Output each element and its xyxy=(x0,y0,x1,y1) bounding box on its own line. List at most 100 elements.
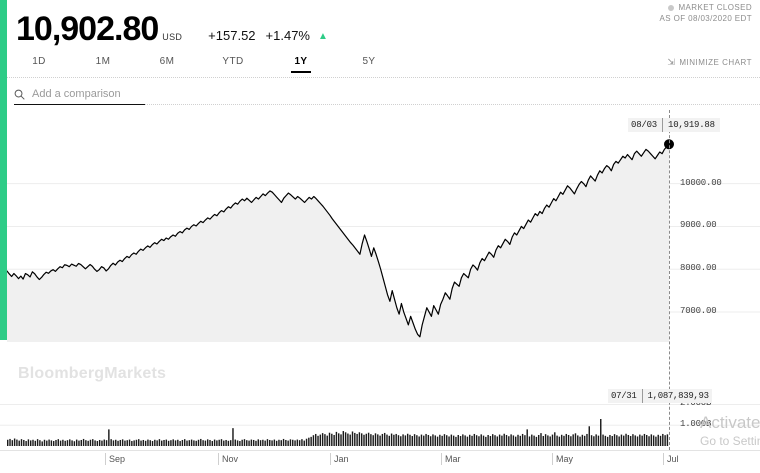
volume-bar xyxy=(613,434,616,446)
volume-bar xyxy=(273,439,276,446)
volume-bar xyxy=(416,435,418,446)
volume-bar xyxy=(34,440,37,446)
tabs-divider xyxy=(7,77,760,78)
volume-gridlines xyxy=(0,403,760,426)
volume-bar xyxy=(18,440,20,446)
volume-bar xyxy=(234,439,236,446)
volume-bar xyxy=(305,438,308,446)
volume-bar xyxy=(204,440,207,446)
tab-1m[interactable]: 1M xyxy=(95,56,111,67)
volume-chart-svg[interactable] xyxy=(0,388,760,450)
volume-bar xyxy=(147,439,149,446)
volume-bar xyxy=(225,439,227,446)
volume-bar xyxy=(183,439,186,446)
volume-bar xyxy=(172,439,174,446)
triangle-up-icon: ▲ xyxy=(317,31,328,42)
volume-bars xyxy=(7,419,669,446)
volume-bar xyxy=(606,436,609,446)
volume-bar xyxy=(342,431,345,446)
price-chart-panel[interactable] xyxy=(0,110,760,360)
volume-bar xyxy=(55,439,57,446)
price-tooltip-date: 08/03 xyxy=(631,120,658,130)
volume-bar xyxy=(397,435,400,446)
volume-bar xyxy=(583,435,586,446)
range-tabs-row: 1D 1M 6M YTD 1Y 5Y ⇲ MINIMIZE CHART xyxy=(7,54,760,78)
minimize-chart-button[interactable]: ⇲ MINIMIZE CHART xyxy=(667,58,752,68)
volume-bar xyxy=(218,439,220,446)
volume-bar xyxy=(27,439,30,446)
volume-bar xyxy=(105,440,108,446)
volume-bar xyxy=(643,433,646,446)
add-comparison-input[interactable] xyxy=(32,88,212,100)
volume-bar xyxy=(521,433,524,446)
volume-bar xyxy=(156,440,158,446)
volume-bar xyxy=(209,439,211,446)
price-line xyxy=(6,143,670,338)
volume-bar xyxy=(115,439,117,446)
tab-5y[interactable]: 5Y xyxy=(362,56,376,67)
volume-bar xyxy=(418,436,420,446)
volume-bar xyxy=(570,436,572,446)
volume-bar xyxy=(632,434,634,446)
volume-bar xyxy=(432,434,434,446)
price-chart-svg[interactable] xyxy=(0,110,760,360)
volume-bar xyxy=(377,434,379,446)
volume-bar xyxy=(266,439,269,446)
volume-bar xyxy=(662,433,664,446)
price-tooltip: 08/03 10,919.88 xyxy=(628,118,720,132)
volume-bar xyxy=(151,441,154,446)
volume-bar xyxy=(620,434,623,446)
volume-bar xyxy=(128,439,131,446)
volume-bar xyxy=(514,436,517,446)
volume-bar xyxy=(512,435,515,446)
volume-bar xyxy=(646,434,648,446)
volume-bar xyxy=(20,439,23,446)
volume-bar xyxy=(406,433,409,446)
volume-bar xyxy=(360,433,363,446)
tab-6m[interactable]: 6M xyxy=(159,56,175,67)
volume-bar xyxy=(517,434,519,446)
price-tooltip-separator xyxy=(662,118,664,132)
volume-bar xyxy=(611,436,613,446)
volume-bar xyxy=(374,433,377,446)
volume-y-tick-1: 1.000B xyxy=(680,419,712,430)
volume-bar xyxy=(629,436,632,446)
volume-bar xyxy=(655,436,657,446)
tab-1y[interactable]: 1Y xyxy=(279,54,323,73)
volume-bar xyxy=(609,434,611,446)
volume-bar xyxy=(271,440,273,446)
volume-bar xyxy=(542,436,545,446)
volume-bar xyxy=(395,433,397,446)
volume-bar xyxy=(190,439,193,446)
volume-bar xyxy=(478,436,480,446)
volume-bar xyxy=(462,434,464,446)
volume-bar xyxy=(457,434,459,446)
x-tick-may: May xyxy=(552,453,573,465)
volume-bar xyxy=(381,433,384,446)
volume-bar xyxy=(287,440,289,446)
volume-bar xyxy=(89,439,92,446)
volume-bar xyxy=(66,440,69,446)
tab-ytd[interactable]: YTD xyxy=(222,56,244,67)
volume-bar xyxy=(556,435,558,446)
volume-bar xyxy=(264,440,266,446)
volume-bar xyxy=(252,439,255,446)
volume-bar xyxy=(358,432,361,446)
volume-bar xyxy=(480,434,482,446)
add-comparison-row[interactable] xyxy=(14,82,314,106)
volume-bar xyxy=(229,440,232,446)
volume-bar xyxy=(393,434,395,446)
volume-bar xyxy=(558,436,561,446)
volume-bar xyxy=(554,432,556,446)
volume-bar xyxy=(413,434,416,446)
volume-bar xyxy=(443,434,446,446)
volume-bar xyxy=(347,433,349,446)
volume-bar xyxy=(197,439,200,446)
tab-1d[interactable]: 1D xyxy=(32,56,46,67)
volume-bar xyxy=(505,434,508,446)
volume-bar xyxy=(372,435,374,446)
volume-bar xyxy=(135,439,138,446)
volume-bar xyxy=(436,436,439,446)
volume-bar xyxy=(625,433,627,446)
volume-bar xyxy=(158,439,161,446)
